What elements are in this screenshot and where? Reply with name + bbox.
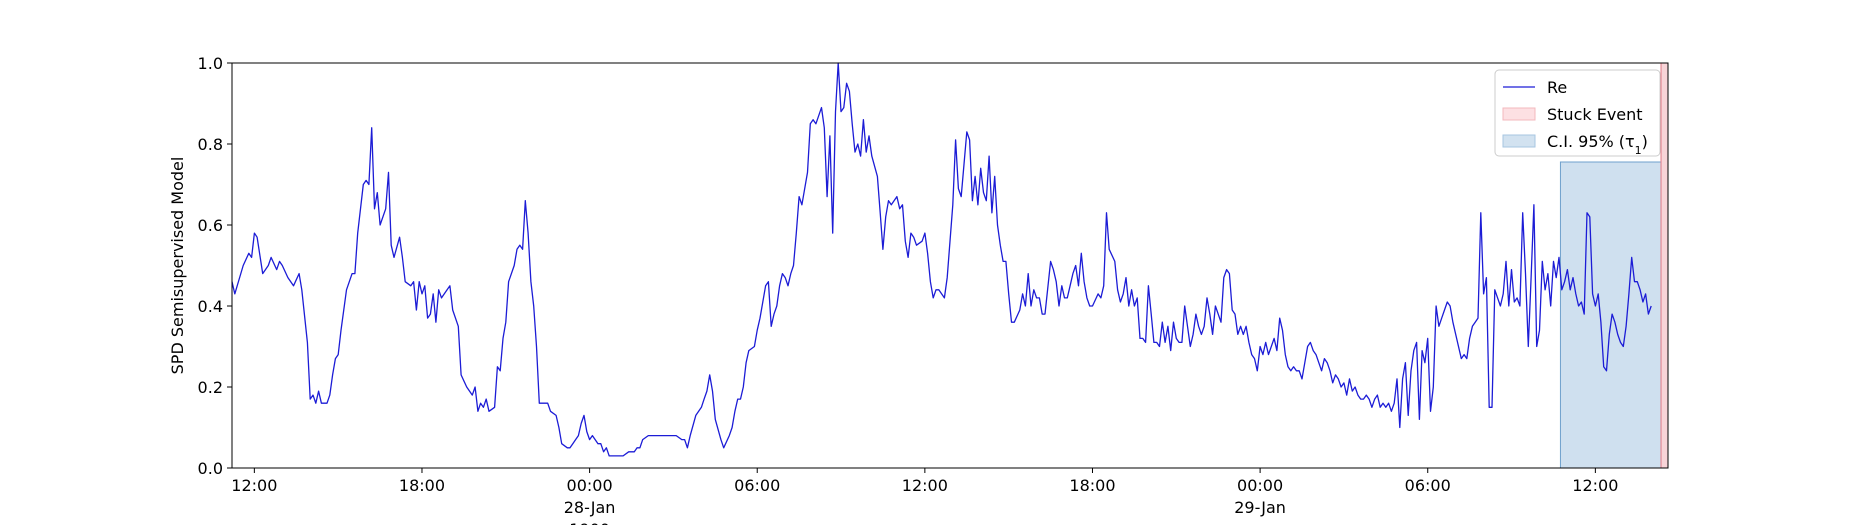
span-stuck-event (1660, 62, 1669, 469)
y-tick-label: 0.4 (198, 297, 223, 316)
legend-label: Stuck Event (1547, 105, 1643, 124)
legend-label: C.I. 95% (τ1) (1547, 132, 1648, 157)
series-layer (231, 62, 1652, 457)
axis-ticks: 0.0 0.2 0.4 0.6 0.8 1.0 12:00 18:00 00:00 28-Jan 1… (198, 54, 1619, 525)
x-tick-label: 1900 (569, 520, 610, 525)
x-tick-label: 18:00 (1069, 476, 1115, 495)
span-confidence-interval (1559, 161, 1662, 469)
y-tick-label: 0.0 (198, 459, 223, 478)
legend-swatch-patch (1502, 134, 1536, 148)
x-tick-label: 06:00 (1405, 476, 1451, 495)
x-tick-label: 28-Jan (564, 498, 616, 517)
legend-box (1494, 69, 1661, 157)
x-tick-label: 12:00 (1572, 476, 1618, 495)
legend-swatch-patch (1502, 107, 1536, 121)
legend-label: Re (1547, 78, 1567, 97)
x-tick-label: 06:00 (734, 476, 780, 495)
y-tick-label: 1.0 (198, 54, 223, 73)
plot-frame (231, 62, 1669, 469)
series-line-re (231, 62, 1652, 457)
y-axis-label: SPD Semisupervised Model (168, 157, 187, 375)
y-tick-label: 0.8 (198, 135, 223, 154)
x-tick-label: 12:00 (902, 476, 948, 495)
y-tick-label: 0.6 (198, 216, 223, 235)
x-tick-label: 18:00 (399, 476, 445, 495)
x-tick-label: 29-Jan (1234, 498, 1286, 517)
x-tick-label: 00:00 (567, 476, 613, 495)
legend: Re Stuck Event C.I. 95% (τ1) (1494, 69, 1661, 157)
x-tick-label: 00:00 (1237, 476, 1283, 495)
y-tick-label: 0.2 (198, 378, 223, 397)
x-tick-label: 12:00 (231, 476, 277, 495)
